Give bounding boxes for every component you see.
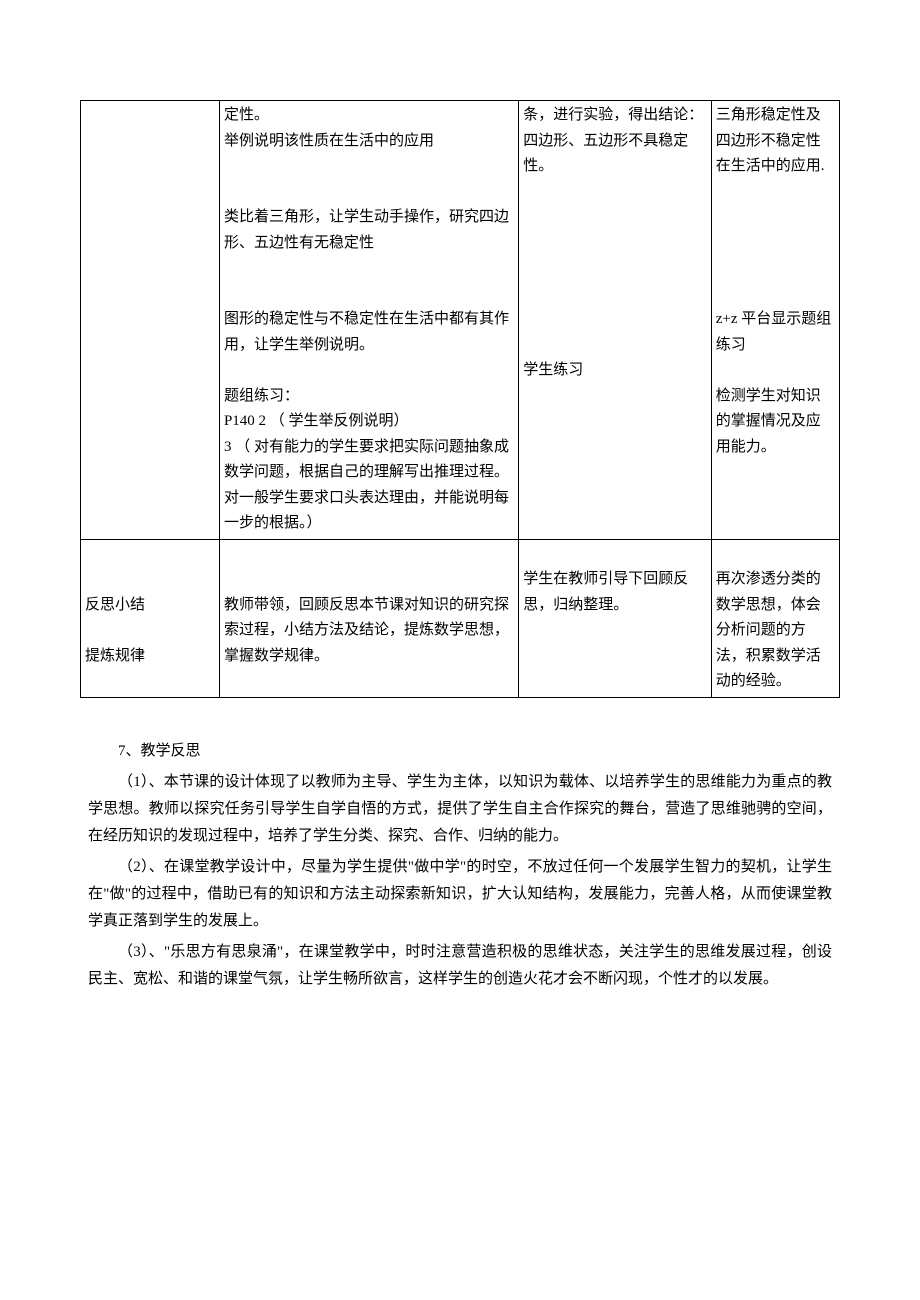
spacer [716,282,835,308]
spacer [224,542,514,568]
spacer [716,358,835,384]
spacer [716,542,835,568]
cell-para: 再次渗透分类的数学思想，体会分析问题的方法，积累数学活动的经验。 [716,567,835,695]
cell-para: 图形的稳定性与不稳定性在生活中都有其作用，让学生举例说明。 [224,307,514,358]
cell-para: 学生在教师引导下回顾反思，归纳整理。 [523,567,706,618]
spacer [224,282,514,308]
cell-stage: 反思小结 提炼规律 [81,539,220,697]
reflection-para: （2）、在课堂教学设计中，尽量为学生提供"做中学"的时空，不放过任何一个发展学生… [88,854,832,935]
cell-para: 定性。 [224,103,514,129]
cell-design-intent: 再次渗透分类的数学思想，体会分析问题的方法，积累数学活动的经验。 [711,539,839,697]
cell-teacher-activity: 定性。 举例说明该性质在生活中的应用 类比着三角形，让学生动手操作，研究四边形、… [219,101,518,540]
spacer [523,307,706,333]
spacer [716,205,835,231]
table-row: 定性。 举例说明该性质在生活中的应用 类比着三角形，让学生动手操作，研究四边形、… [81,101,840,540]
cell-para: 题组练习： [224,384,514,410]
spacer [523,231,706,257]
spacer [523,333,706,359]
cell-para: 检测学生对知识的掌握情况及应用能力。 [716,384,835,461]
lesson-table: 定性。 举例说明该性质在生活中的应用 类比着三角形，让学生动手操作，研究四边形、… [80,100,840,698]
cell-student-activity: 条，进行实验，得出结论： 四边形、五边形不具稳定性。 学生练习 [519,101,711,540]
cell-para: 3 （ 对有能力的学生要求把实际问题抽象成数学问题，根据自己的理解写出推理过程。… [224,435,514,537]
reflection-heading: 7、教学反思 [88,738,832,765]
cell-para: z+z 平台显示题组练习 [716,307,835,358]
spacer [523,256,706,282]
spacer [716,180,835,206]
cell-para: 提炼规律 [85,644,215,670]
cell-para: 类比着三角形，让学生动手操作，研究四边形、五边性有无稳定性 [224,205,514,256]
spacer [523,282,706,308]
reflection-para: （1）、本节课的设计体现了以教师为主导、学生为主体，以知识为载体、以培养学生的思… [88,769,832,850]
spacer [716,256,835,282]
cell-para: 举例说明该性质在生活中的应用 [224,129,514,155]
table-row: 反思小结 提炼规律 教师带领，回顾反思本节课对知识的研究探索过程，小结方法及结论… [81,539,840,697]
cell-para: 教师带领，回顾反思本节课对知识的研究探索过程，小结方法及结论，提炼数学思想，掌握… [224,593,514,670]
spacer [85,567,215,593]
spacer [85,542,215,568]
cell-stage [81,101,220,540]
cell-design-intent: 三角形稳定性及四边形不稳定性在生活中的应用. z+z 平台显示题组练习 检测学生… [711,101,839,540]
cell-teacher-activity: 教师带领，回顾反思本节课对知识的研究探索过程，小结方法及结论，提炼数学思想，掌握… [219,539,518,697]
spacer [523,180,706,206]
spacer [224,154,514,180]
spacer [224,256,514,282]
cell-para: 学生练习 [523,358,706,384]
cell-student-activity: 学生在教师引导下回顾反思，归纳整理。 [519,539,711,697]
spacer [224,358,514,384]
spacer [523,205,706,231]
spacer [85,618,215,644]
cell-para: 反思小结 [85,593,215,619]
reflection-section: 7、教学反思 （1）、本节课的设计体现了以教师为主导、学生为主体，以知识为载体、… [80,738,840,993]
cell-para: 条，进行实验，得出结论： [523,103,706,129]
spacer [224,180,514,206]
cell-para: 三角形稳定性及四边形不稳定性在生活中的应用. [716,103,835,180]
spacer [716,231,835,257]
cell-para: 四边形、五边形不具稳定性。 [523,129,706,180]
spacer [224,567,514,593]
reflection-para: （3）、"乐思方有思泉涌"，在课堂教学中，时时注意营造积极的思维状态，关注学生的… [88,939,832,993]
spacer [523,542,706,568]
cell-para: P140 2 （ 学生举反例说明） [224,409,514,435]
